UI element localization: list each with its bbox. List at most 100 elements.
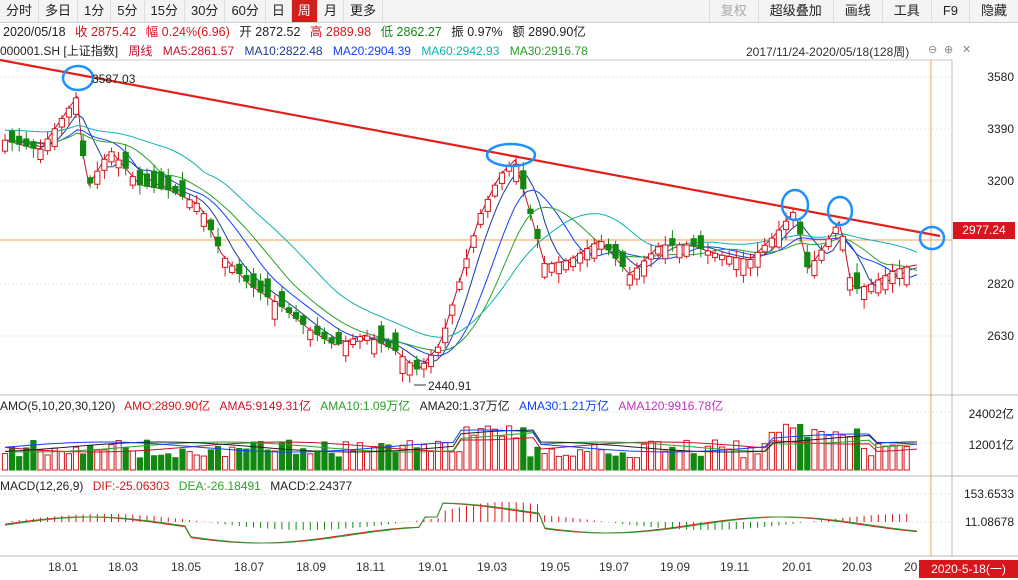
volume-bar — [264, 449, 271, 471]
volume-bar — [9, 446, 16, 471]
volume-bar — [72, 446, 80, 471]
date-axis-label: 20 — [904, 560, 918, 574]
overlay-button[interactable]: 超级叠加 — [757, 0, 833, 22]
low-annotation: 2440.91 — [428, 379, 472, 393]
volume-bar — [797, 423, 804, 471]
candle-body — [740, 258, 747, 276]
candle-body — [158, 171, 165, 190]
candle-body — [214, 236, 222, 247]
adjust-button[interactable]: 复权 — [708, 0, 758, 22]
candle-body — [285, 307, 293, 314]
date-axis-label: 18.01 — [48, 560, 79, 574]
candle-body — [640, 260, 648, 277]
candlesticks — [1, 92, 910, 383]
amo-legend: AMO(5,10,20,30,120) AMO:2890.90亿 AMA5:91… — [0, 398, 729, 414]
macd-line — [4, 502, 918, 544]
volume-bar — [640, 443, 648, 471]
macd-axis-label: 11.08678 — [964, 515, 1014, 529]
candle-body — [569, 257, 577, 268]
tab-60min[interactable]: 60分 — [225, 0, 266, 22]
volume-bar — [463, 426, 470, 471]
volume-bar — [513, 437, 520, 471]
volume-bar — [406, 440, 413, 471]
candle-body — [80, 140, 87, 157]
volume-bar — [690, 453, 697, 471]
ama30-label: AMA30:1.21万亿 — [518, 399, 610, 413]
candle-body — [839, 235, 846, 251]
volume-bar — [101, 449, 108, 471]
volume-bar — [293, 453, 300, 471]
amo-axis-label: 12001亿 — [968, 438, 1014, 452]
tab-multi-day[interactable]: 多日 — [39, 0, 79, 22]
tab-15min[interactable]: 15分 — [145, 0, 185, 22]
candle-body — [584, 248, 591, 261]
candle-body — [903, 266, 910, 286]
hide-button[interactable]: 隐藏 — [968, 0, 1018, 22]
candle-body — [427, 354, 435, 368]
candle-body — [165, 175, 172, 191]
quote-amplitude: 振 0.97% — [451, 25, 503, 39]
volume-bar — [896, 444, 903, 471]
draw-line-button[interactable]: 画线 — [832, 0, 882, 22]
tab-more[interactable]: 更多 — [344, 0, 383, 22]
tab-intraday[interactable]: 分时 — [0, 0, 40, 22]
volume-bar — [342, 441, 349, 471]
candle-body — [435, 346, 442, 353]
quote-low: 低 2862.27 — [380, 25, 442, 39]
tab-5min[interactable]: 5分 — [111, 0, 145, 22]
volume-bar — [378, 443, 385, 471]
volume-bar — [903, 446, 910, 471]
candle-body — [818, 249, 825, 261]
tab-daily[interactable]: 日 — [266, 0, 292, 22]
candle-body — [484, 198, 491, 212]
candle-body — [520, 170, 527, 190]
period-toolbar: 分时 多日 1分 5分 15分 30分 60分 日 周 月 更多 复权 超级叠加… — [0, 0, 1018, 23]
tab-weekly[interactable]: 周 — [291, 0, 318, 22]
trend-line[interactable] — [0, 58, 941, 238]
date-axis-label: 18.09 — [296, 560, 327, 574]
volume-bar — [818, 431, 825, 471]
volume-bar — [775, 431, 782, 471]
range-label: 2017/11/24-2020/05/18(128周) — [746, 45, 910, 59]
candle-body — [30, 141, 37, 149]
date-axis-label: 19.11 — [720, 560, 750, 574]
volume-bar — [598, 449, 605, 471]
macd-line — [4, 502, 918, 544]
amo-axis-label: 24002亿 — [968, 407, 1014, 421]
candle-body — [548, 263, 555, 273]
volume-bar — [115, 440, 122, 471]
date-axis-label: 19.03 — [477, 560, 508, 574]
volume-bar — [449, 451, 456, 471]
volume-bar — [825, 434, 832, 471]
volume-bar — [392, 451, 399, 471]
tab-30min[interactable]: 30分 — [185, 0, 226, 22]
candle-body — [16, 135, 23, 145]
zoom-out-icon[interactable]: ⊖ — [928, 44, 938, 56]
volume-bar — [591, 443, 598, 471]
macd-axis-label: 153.6533 — [963, 487, 1014, 501]
f9-button[interactable]: F9 — [930, 0, 969, 22]
candle-body — [896, 268, 903, 279]
candle-body — [541, 263, 548, 278]
volume-bar — [321, 441, 328, 471]
candle-body — [626, 274, 633, 286]
candle-body — [754, 251, 761, 268]
candle-body — [683, 244, 690, 257]
volume-bar — [861, 447, 868, 471]
candle-body — [619, 251, 626, 267]
volume-bar — [385, 444, 392, 471]
tab-1min[interactable]: 1分 — [78, 0, 112, 22]
zoom-in-icon[interactable]: ⊕ — [944, 44, 954, 56]
candle-body — [172, 185, 179, 194]
tab-monthly[interactable]: 月 — [318, 0, 344, 22]
candle-body — [136, 170, 144, 186]
candle-body — [853, 272, 861, 290]
tools-button[interactable]: 工具 — [881, 0, 931, 22]
candle-body — [37, 148, 44, 160]
volume-bar — [30, 440, 37, 471]
close-icon[interactable]: ✕ — [962, 44, 972, 56]
candle-body — [889, 271, 896, 285]
candle-body — [797, 221, 804, 235]
current-date-tag: 2020-5-18(一) — [919, 560, 1018, 578]
